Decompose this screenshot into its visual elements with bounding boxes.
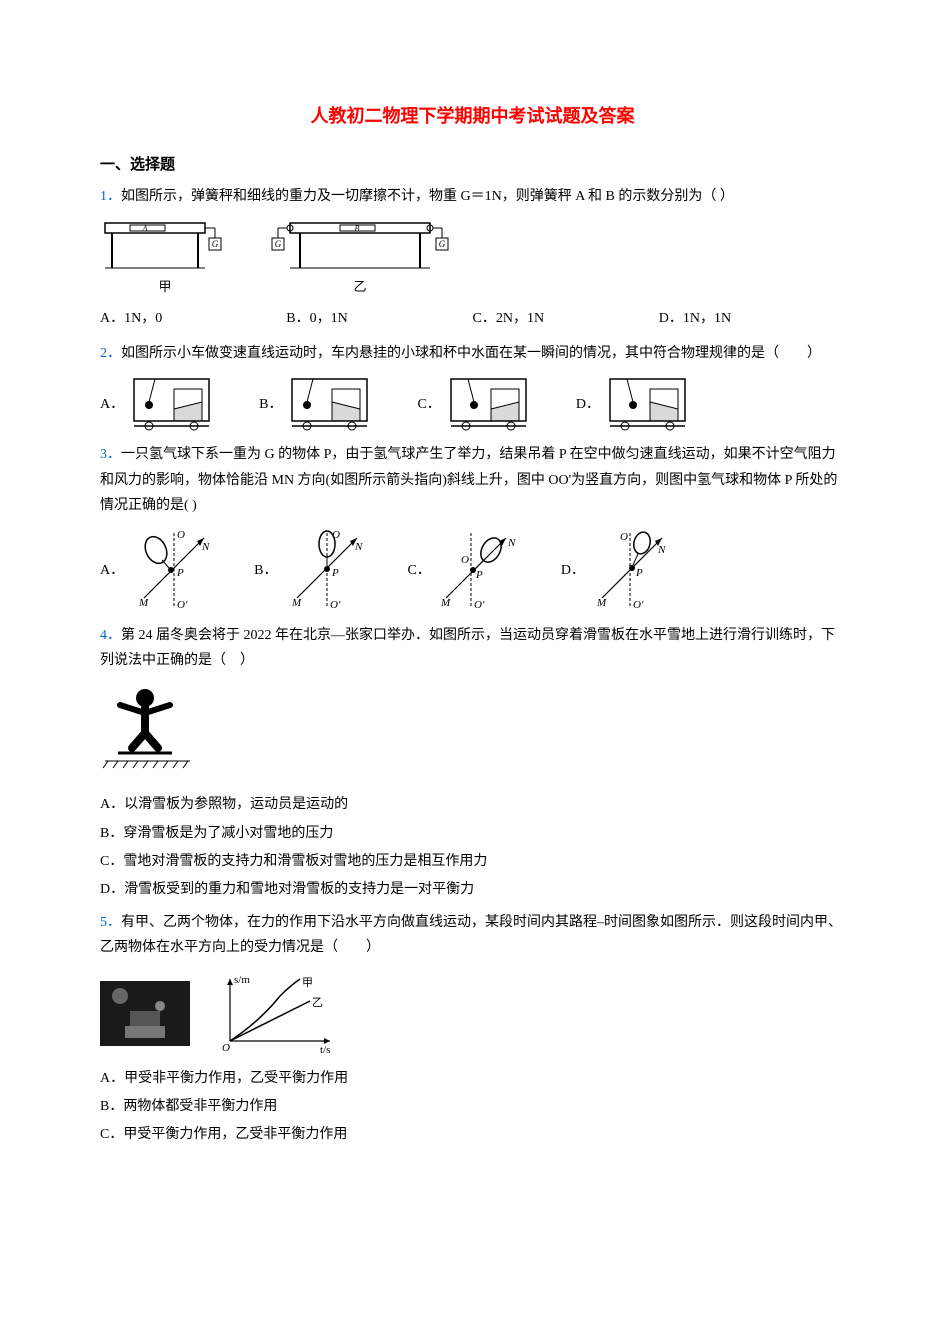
q2-fig-d	[605, 374, 690, 434]
q2-number: 2．	[100, 346, 121, 361]
q1-opt-c: C．2N，1N	[473, 306, 659, 331]
svg-text:乙: 乙	[312, 996, 323, 1009]
svg-text:O: O	[461, 554, 469, 566]
svg-text:M: M	[596, 597, 607, 609]
q4-opt-c: C．雪地对滑雪板的支持力和滑雪板对雪地的压力是相互作用力	[100, 849, 845, 874]
question-5: 5．有甲、乙两个物体，在力的作用下沿水平方向做直线运动，某段时间内其路程–时间图…	[100, 910, 845, 1147]
svg-text:P: P	[635, 567, 643, 579]
svg-text:O': O'	[633, 599, 644, 611]
q4-opt-a: A．以滑雪板为参照物，运动员是运动的	[100, 792, 845, 817]
q1-diagram-a: A G 甲	[100, 218, 230, 298]
q3-opt-b-label: B．	[254, 558, 277, 583]
svg-text:P: P	[176, 567, 184, 579]
q2-opt-c-wrap: C．	[417, 374, 530, 434]
q1-opt-b: B．0，1N	[286, 306, 472, 331]
q2-fig-b	[287, 374, 372, 434]
q3-fig-d: O N P M O'	[590, 528, 675, 613]
q2-opt-b-label: B．	[259, 392, 282, 417]
q3-opt-c-label: C．	[407, 558, 430, 583]
q4-text: 第 24 届冬奥会将于 2022 年在北京—张家口举办．如图所示，当运动员穿着滑…	[100, 628, 835, 668]
q1-number: 1．	[100, 189, 121, 204]
svg-text:M: M	[138, 597, 149, 609]
q5-figure-row: s/m 甲 乙 t/s O	[100, 971, 845, 1056]
q3-fig-b: O N P M O'	[282, 528, 367, 613]
svg-text:O: O	[222, 1042, 230, 1054]
q5-photo-icon	[100, 981, 190, 1046]
q5-opt-a: A．甲受非平衡力作用，乙受平衡力作用	[100, 1066, 845, 1091]
svg-text:t/s: t/s	[320, 1044, 330, 1056]
q2-text: 如图所示小车做变速直线运动时，车内悬挂的小球和杯中水面在某一瞬间的情况，其中符合…	[121, 346, 821, 361]
question-2: 2．如图所示小车做变速直线运动时，车内悬挂的小球和杯中水面在某一瞬间的情况，其中…	[100, 341, 845, 434]
svg-text:P: P	[331, 567, 339, 579]
q3-opt-d-wrap: D． O N P M O'	[561, 528, 675, 613]
q1-fig-a: A G	[100, 218, 230, 273]
q1-label-b: 乙	[270, 275, 450, 298]
svg-text:G: G	[275, 239, 282, 249]
svg-text:O': O'	[474, 599, 485, 611]
q2-opt-c-label: C．	[417, 392, 440, 417]
q1-diagram-b: B G G 乙	[270, 218, 450, 298]
q2-opt-d-wrap: D．	[576, 374, 690, 434]
svg-text:O': O'	[177, 599, 188, 611]
q1-fig-b: B G G	[270, 218, 450, 273]
svg-text:O: O	[620, 531, 628, 543]
q5-number: 5．	[100, 915, 121, 930]
q3-fig-c: O N P M O'	[436, 528, 521, 613]
q5-opt-c: C．甲受平衡力作用，乙受非平衡力作用	[100, 1122, 845, 1147]
q1-opt-d: D．1N，1N	[659, 306, 845, 331]
svg-text:O: O	[177, 529, 185, 541]
svg-text:M: M	[440, 597, 451, 609]
svg-text:N: N	[354, 541, 363, 553]
q1-options: A．1N，0 B．0，1N C．2N，1N D．1N，1N	[100, 306, 845, 331]
q3-number: 3．	[100, 447, 121, 462]
svg-text:O': O'	[330, 599, 341, 611]
svg-text:B: B	[355, 224, 360, 233]
q1-label-a: 甲	[100, 275, 230, 298]
q4-figure	[100, 683, 845, 782]
q2-options-row: A． B．	[100, 374, 845, 434]
q2-fig-a	[129, 374, 214, 434]
q3-options-row: A． O N P M O' B．	[100, 528, 845, 613]
q5-photo	[100, 981, 190, 1046]
q4-opt-d: D．滑雪板受到的重力和雪地对滑雪板的支持力是一对平衡力	[100, 877, 845, 902]
svg-text:A: A	[142, 224, 148, 233]
section-heading: 一、选择题	[100, 152, 845, 179]
q5-text: 有甲、乙两个物体，在力的作用下沿水平方向做直线运动，某段时间内其路程–时间图象如…	[100, 915, 842, 955]
q3-text: 一只氢气球下系一重为 G 的物体 P，由于氢气球产生了举力，结果吊着 P 在空中…	[100, 447, 837, 512]
q3-fig-a: O N P M O'	[129, 528, 214, 613]
q2-fig-c	[446, 374, 531, 434]
q1-text: 如图所示，弹簧秤和细线的重力及一切摩擦不计，物重 G＝1N，则弹簧秤 A 和 B…	[121, 189, 734, 204]
q1-diagrams: A G 甲 B G	[100, 218, 845, 298]
question-4: 4．第 24 届冬奥会将于 2022 年在北京—张家口举办．如图所示，当运动员穿…	[100, 623, 845, 902]
svg-text:N: N	[657, 544, 666, 556]
q3-opt-a-label: A．	[100, 558, 124, 583]
q4-skier-icon	[100, 683, 200, 773]
svg-text:甲: 甲	[302, 977, 313, 989]
q4-number: 4．	[100, 628, 121, 643]
svg-text:P: P	[475, 569, 483, 581]
svg-text:G: G	[439, 239, 446, 249]
q2-opt-a-wrap: A．	[100, 374, 214, 434]
svg-text:O: O	[332, 529, 340, 541]
q3-opt-a-wrap: A． O N P M O'	[100, 528, 214, 613]
svg-text:N: N	[507, 537, 516, 549]
q3-opt-c-wrap: C． O N P M O'	[407, 528, 520, 613]
page-title: 人教初二物理下学期期中考试试题及答案	[100, 100, 845, 132]
q3-opt-d-label: D．	[561, 558, 585, 583]
svg-text:M: M	[291, 597, 302, 609]
svg-text:N: N	[201, 541, 210, 553]
q5-opt-b: B．两物体都受非平衡力作用	[100, 1094, 845, 1119]
q1-opt-a: A．1N，0	[100, 306, 286, 331]
q2-opt-b-wrap: B．	[259, 374, 372, 434]
svg-text:s/m: s/m	[234, 974, 250, 986]
q2-opt-d-label: D．	[576, 392, 600, 417]
q4-opt-b: B．穿滑雪板是为了减小对雪地的压力	[100, 821, 845, 846]
q2-opt-a-label: A．	[100, 392, 124, 417]
question-1: 1．如图所示，弹簧秤和细线的重力及一切摩擦不计，物重 G＝1N，则弹簧秤 A 和…	[100, 184, 845, 331]
q3-opt-b-wrap: B． O N P M O'	[254, 528, 367, 613]
svg-text:G: G	[212, 239, 219, 249]
question-3: 3．一只氢气球下系一重为 G 的物体 P，由于氢气球产生了举力，结果吊着 P 在…	[100, 442, 845, 613]
q5-chart: s/m 甲 乙 t/s O	[210, 971, 340, 1056]
